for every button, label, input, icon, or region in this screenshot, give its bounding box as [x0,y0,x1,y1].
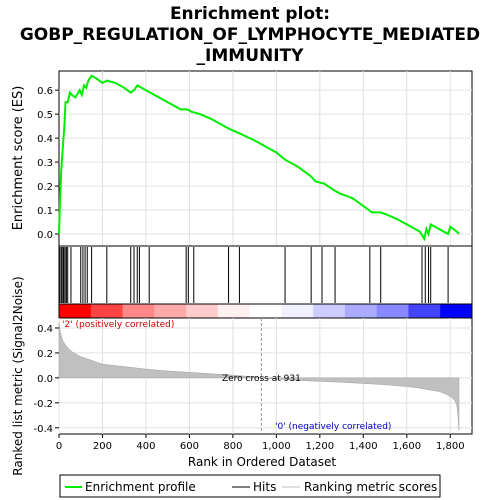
hits-lines [59,247,449,303]
metric-y-tick-label: 0.2 [37,349,53,360]
x-tick-label: 800 [223,441,242,452]
x-tick-label: 600 [180,441,199,452]
es-y-tick-label: 0.4 [37,134,53,145]
metric-x-axis-ticks: 0 200 400 600 800 1,000 1,200 1,400 1,600 1,800 [56,434,465,452]
legend-box [59,474,441,498]
colorbar-segment [344,304,378,318]
metric-y-tick-label: 0.0 [37,374,53,385]
hits-panel [58,245,473,305]
es-y-tick-label: 0.5 [37,110,53,121]
colorbar-segment [376,304,409,318]
x-tick-label: 1,400 [349,441,378,452]
es-grid [59,71,472,246]
metric-y-tick-label: 0.4 [37,324,53,335]
rank-colorbar [58,303,473,319]
colorbar-segment [59,304,92,318]
es-panel: 0.0 0.1 0.2 0.3 0.4 0.5 0.6 Enrichment score (… [11,70,473,247]
x-tick-label: 400 [136,441,155,452]
es-enrichment-line [58,74,460,242]
colorbar-segment [90,304,124,318]
metric-panel: Zero cross at 931 '2' (positively correl… [11,276,473,476]
es-y-tick-label: 0.1 [37,206,53,217]
x-tick-label: 0 [56,441,62,452]
es-y-axis-ticks: 0.0 0.1 0.2 0.3 0.4 0.5 0.6 [37,86,59,241]
x-tick-label: 1,000 [262,441,291,452]
colorbar-segment [249,304,282,318]
metric-y-axis-ticks: 0.4 0.2 0.0 -0.2 -0.4 [33,324,59,435]
colorbar-segment [186,304,219,318]
legend-metric-label: Ranking metric scores [304,480,437,494]
negative-correlation-label: '0' (negatively correlated) [275,422,391,432]
metric-y-axis-label: Ranked list metric (Signal2Noise) [11,276,25,475]
zero-cross-label: Zero cross at 931 [222,374,301,384]
es-plot-frame [58,70,473,247]
legend-hits-label: Hits [253,480,276,494]
x-tick-label: 1,600 [392,441,421,452]
legend: Enrichment profile Hits Ranking metric s… [59,474,441,498]
colorbar-segment [122,304,155,318]
x-tick-label: 1,200 [306,441,335,452]
x-axis-label: Rank in Ordered Dataset [188,455,336,469]
title-line-3: _IMMUNITY [197,46,305,66]
metric-area [58,321,460,431]
hits-frame [58,245,473,305]
x-tick-label: 1,800 [436,441,465,452]
es-y-tick-label: 0.0 [37,230,53,241]
colorbar-segment [281,304,314,318]
title-line-1: Enrichment plot: [170,4,330,24]
es-y-tick-label: 0.3 [37,158,53,169]
es-y-tick-label: 0.6 [37,86,53,97]
legend-es-label: Enrichment profile [85,480,196,494]
es-y-axis-label: Enrichment score (ES) [11,86,26,231]
colorbar-segment [217,304,251,318]
es-y-tick-label: 0.2 [37,182,53,193]
title-line-2: GOBP_REGULATION_OF_LYMPHOCYTE_MEDIATED [20,25,480,45]
colorbar-segment [440,304,473,318]
colorbar-segment [154,304,187,318]
colorbar-segment [408,304,441,318]
x-tick-label: 200 [93,441,112,452]
positive-correlation-label: '2' (positively correlated) [62,320,174,330]
metric-y-tick-label: -0.2 [33,399,53,410]
metric-y-tick-label: -0.4 [33,424,53,435]
colorbar-segment [313,304,346,318]
